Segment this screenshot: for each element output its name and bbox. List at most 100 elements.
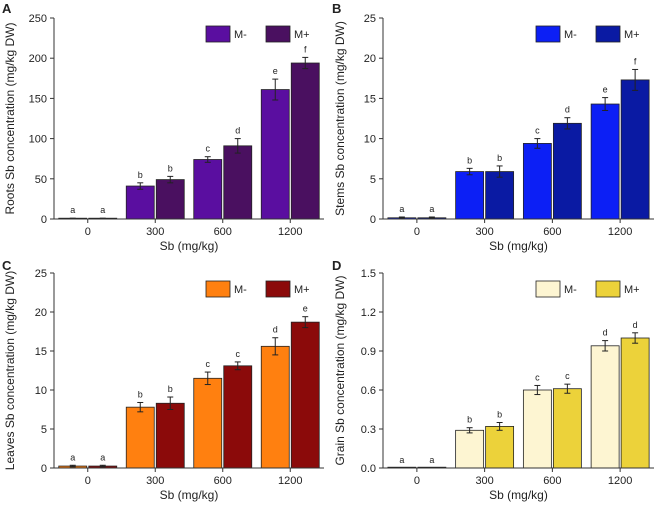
significance-letter: d	[565, 105, 570, 115]
legend-swatch	[535, 25, 561, 43]
significance-letter: b	[138, 389, 143, 399]
bar-mplus	[552, 122, 582, 220]
y-tick-label: 15	[364, 93, 376, 105]
bar-mplus	[155, 402, 185, 469]
x-tick-label: 300	[475, 226, 493, 238]
bar-mminus	[125, 406, 155, 469]
y-tick-label: 10	[35, 385, 47, 397]
y-tick-label: 0	[370, 214, 376, 226]
bar-mminus	[590, 103, 620, 220]
x-axis-title: Sb (mg/kg)	[489, 239, 548, 253]
bar-mminus	[260, 345, 290, 469]
y-tick-label: 5	[370, 174, 376, 186]
x-axis-title: Sb (mg/kg)	[489, 488, 548, 502]
bar-mminus	[125, 185, 155, 220]
bar-mminus	[522, 389, 552, 469]
significance-letter: b	[467, 155, 472, 165]
y-tick-label: 15	[35, 346, 47, 358]
bar-mplus	[223, 365, 253, 469]
chart-panel-a: A 0 50 100 150 200 250 0 a a 300 b b 600 c d 1200 e f Sb (m…	[2, 1, 324, 253]
x-tick-label: 600	[543, 475, 561, 487]
legend-swatch	[535, 280, 561, 298]
y-tick-label: 150	[29, 93, 47, 105]
y-tick-label: 50	[35, 174, 47, 186]
x-tick-label: 300	[146, 475, 164, 487]
significance-letter: a	[429, 204, 434, 214]
bar-mplus	[620, 337, 650, 469]
y-tick-label: 1.2	[361, 307, 376, 319]
legend-label: M-	[234, 284, 247, 296]
bar-mplus	[290, 321, 320, 469]
legend-label: M+	[624, 29, 640, 41]
significance-letter: a	[100, 452, 105, 462]
legend-label: M-	[564, 29, 577, 41]
chart-panel-c: C 0 5 10 15 20 25 0 a a 300 b b 600 c c 1200 d e Sb (mg/kg)…	[2, 258, 324, 502]
y-tick-label: 250	[29, 13, 47, 25]
legend-label: M-	[564, 284, 577, 296]
significance-letter: d	[603, 328, 608, 338]
legend-swatch	[595, 25, 621, 43]
significance-letter: c	[206, 144, 211, 154]
significance-letter: d	[273, 325, 278, 335]
bar-mminus	[455, 429, 485, 469]
x-tick-label: 600	[543, 226, 561, 238]
significance-letter: d	[633, 320, 638, 330]
y-tick-label: 1.5	[361, 268, 376, 280]
significance-letter: d	[235, 126, 240, 136]
legend-swatch	[205, 25, 231, 43]
significance-letter: a	[399, 204, 404, 214]
x-tick-label: 1200	[608, 475, 632, 487]
x-tick-label: 300	[475, 475, 493, 487]
legend-label: M-	[234, 29, 247, 41]
significance-letter: c	[206, 359, 211, 369]
significance-letter: b	[467, 415, 472, 425]
legend-swatch	[265, 25, 291, 43]
x-tick-label: 0	[414, 226, 420, 238]
significance-letter: f	[304, 44, 307, 54]
x-tick-label: 1200	[278, 475, 302, 487]
significance-letter: c	[236, 349, 241, 359]
y-tick-label: 200	[29, 53, 47, 65]
significance-letter: b	[497, 410, 502, 420]
significance-letter: a	[70, 452, 75, 462]
legend-swatch	[205, 280, 231, 298]
y-tick-label: 5	[41, 424, 47, 436]
y-tick-label: 0.0	[361, 463, 376, 475]
significance-letter: f	[634, 56, 637, 66]
y-axis-title: Grain Sb concentration (mg/kg DW)	[333, 275, 347, 465]
y-axis-title: Roots Sb concentration (mg/kg DW)	[3, 22, 17, 214]
panel-letter: C	[2, 258, 12, 273]
significance-letter: a	[399, 455, 404, 465]
significance-letter: c	[565, 371, 570, 381]
y-tick-label: 0.9	[361, 346, 376, 358]
panel-letter: D	[332, 258, 341, 273]
chart-panel-b: B 0 5 10 15 20 25 0 a a 300 b b 600 c d 1200 e f Sb (mg/kg)…	[332, 1, 654, 253]
bar-mplus	[485, 425, 515, 469]
legend-label: M+	[294, 29, 310, 41]
y-tick-label: 0.3	[361, 424, 376, 436]
x-tick-label: 600	[214, 475, 232, 487]
y-axis-title: Leaves Sb concentration (mg/kg DW)	[3, 271, 17, 470]
significance-letter: e	[273, 66, 278, 76]
y-tick-label: 0	[41, 463, 47, 475]
significance-letter: b	[138, 170, 143, 180]
y-tick-label: 25	[35, 268, 47, 280]
bar-mplus	[290, 62, 320, 220]
bar-mplus	[620, 79, 650, 220]
bar-mminus	[193, 377, 223, 469]
x-tick-label: 600	[214, 226, 232, 238]
significance-letter: c	[535, 372, 540, 382]
chart-panel-d: D 0.0 0.3 0.6 0.9 1.2 1.5 0a a 300 b b 600 c c 1200 d d Sb…	[332, 258, 654, 502]
x-tick-label: 300	[146, 226, 164, 238]
bar-mplus	[552, 388, 582, 469]
y-tick-label: 20	[35, 307, 47, 319]
x-tick-label: 0	[85, 475, 91, 487]
significance-letter: a	[70, 205, 75, 215]
bar-mminus	[260, 89, 290, 220]
y-tick-label: 100	[29, 134, 47, 146]
y-tick-label: 0	[41, 214, 47, 226]
y-tick-label: 20	[364, 53, 376, 65]
bar-mplus	[223, 145, 253, 220]
bar-mplus	[155, 179, 185, 220]
